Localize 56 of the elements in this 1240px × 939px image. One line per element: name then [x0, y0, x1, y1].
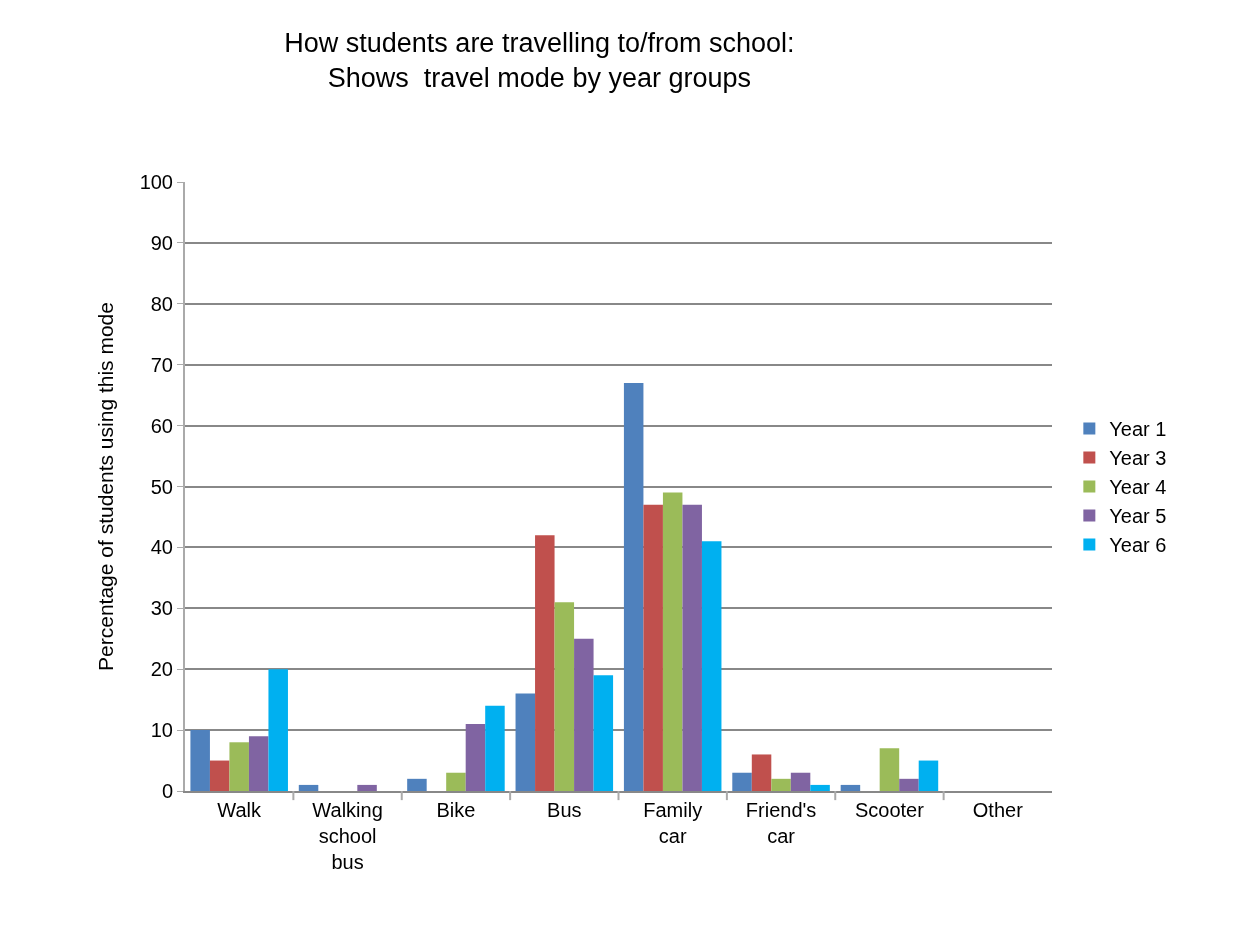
bar [535, 535, 555, 791]
bar [574, 638, 594, 791]
bar [190, 730, 210, 791]
bar [701, 541, 722, 791]
bar [732, 772, 752, 791]
bar [790, 772, 811, 791]
legend-label: Year 6 [1109, 534, 1167, 557]
bar [840, 784, 861, 791]
x-tick-label: Bike [436, 799, 476, 821]
y-tick-label: 100 [139, 171, 173, 193]
bar [623, 382, 644, 791]
y-tick-label: 80 [150, 292, 173, 315]
bar [554, 602, 575, 791]
y-tick-label: 30 [150, 597, 173, 620]
bar [643, 504, 663, 791]
bar [662, 492, 683, 791]
y-tick-label: 20 [150, 658, 173, 681]
bar [209, 760, 230, 791]
legend-label: Year 3 [1109, 447, 1167, 470]
bar [268, 669, 288, 791]
x-tick-label: Walk [217, 799, 263, 821]
chart-title: How students are travelling to/from school: Shows travel mode by year groups [284, 27, 795, 93]
bar [593, 675, 614, 791]
x-tick-label: Walking school bus [312, 799, 383, 873]
bar [515, 693, 536, 791]
bar [771, 778, 791, 791]
y-axis-title: Percentage of students using this mode [94, 302, 118, 671]
bar [918, 760, 939, 791]
y-tick-label: 60 [150, 414, 173, 437]
bar [899, 778, 919, 791]
x-tick-label: Family car [643, 799, 703, 847]
bar [465, 724, 486, 791]
bar [810, 784, 830, 791]
x-tick-label: Other [972, 799, 1024, 821]
bar [229, 742, 249, 791]
y-tick-label: 50 [150, 475, 173, 498]
bar [485, 705, 505, 791]
y-tick-label: 10 [150, 719, 173, 742]
legend-label: Year 4 [1109, 476, 1167, 499]
bar [357, 784, 377, 791]
bar [446, 772, 466, 791]
legend-label: Year 1 [1109, 418, 1167, 441]
legend-label: Year 5 [1109, 505, 1167, 528]
bar [751, 754, 772, 791]
y-tick-label: 0 [161, 780, 173, 802]
x-tick-label: Friend's car [745, 799, 817, 847]
y-tick-label: 90 [150, 231, 173, 254]
bar [407, 778, 427, 791]
y-tick-label: 40 [150, 536, 173, 559]
x-tick-label: Scooter [854, 799, 925, 821]
bar [298, 784, 319, 791]
bar [682, 504, 702, 791]
x-tick-label: Bus [547, 799, 582, 821]
bar [248, 736, 269, 791]
y-tick-label: 70 [150, 353, 173, 376]
bar [879, 748, 900, 791]
